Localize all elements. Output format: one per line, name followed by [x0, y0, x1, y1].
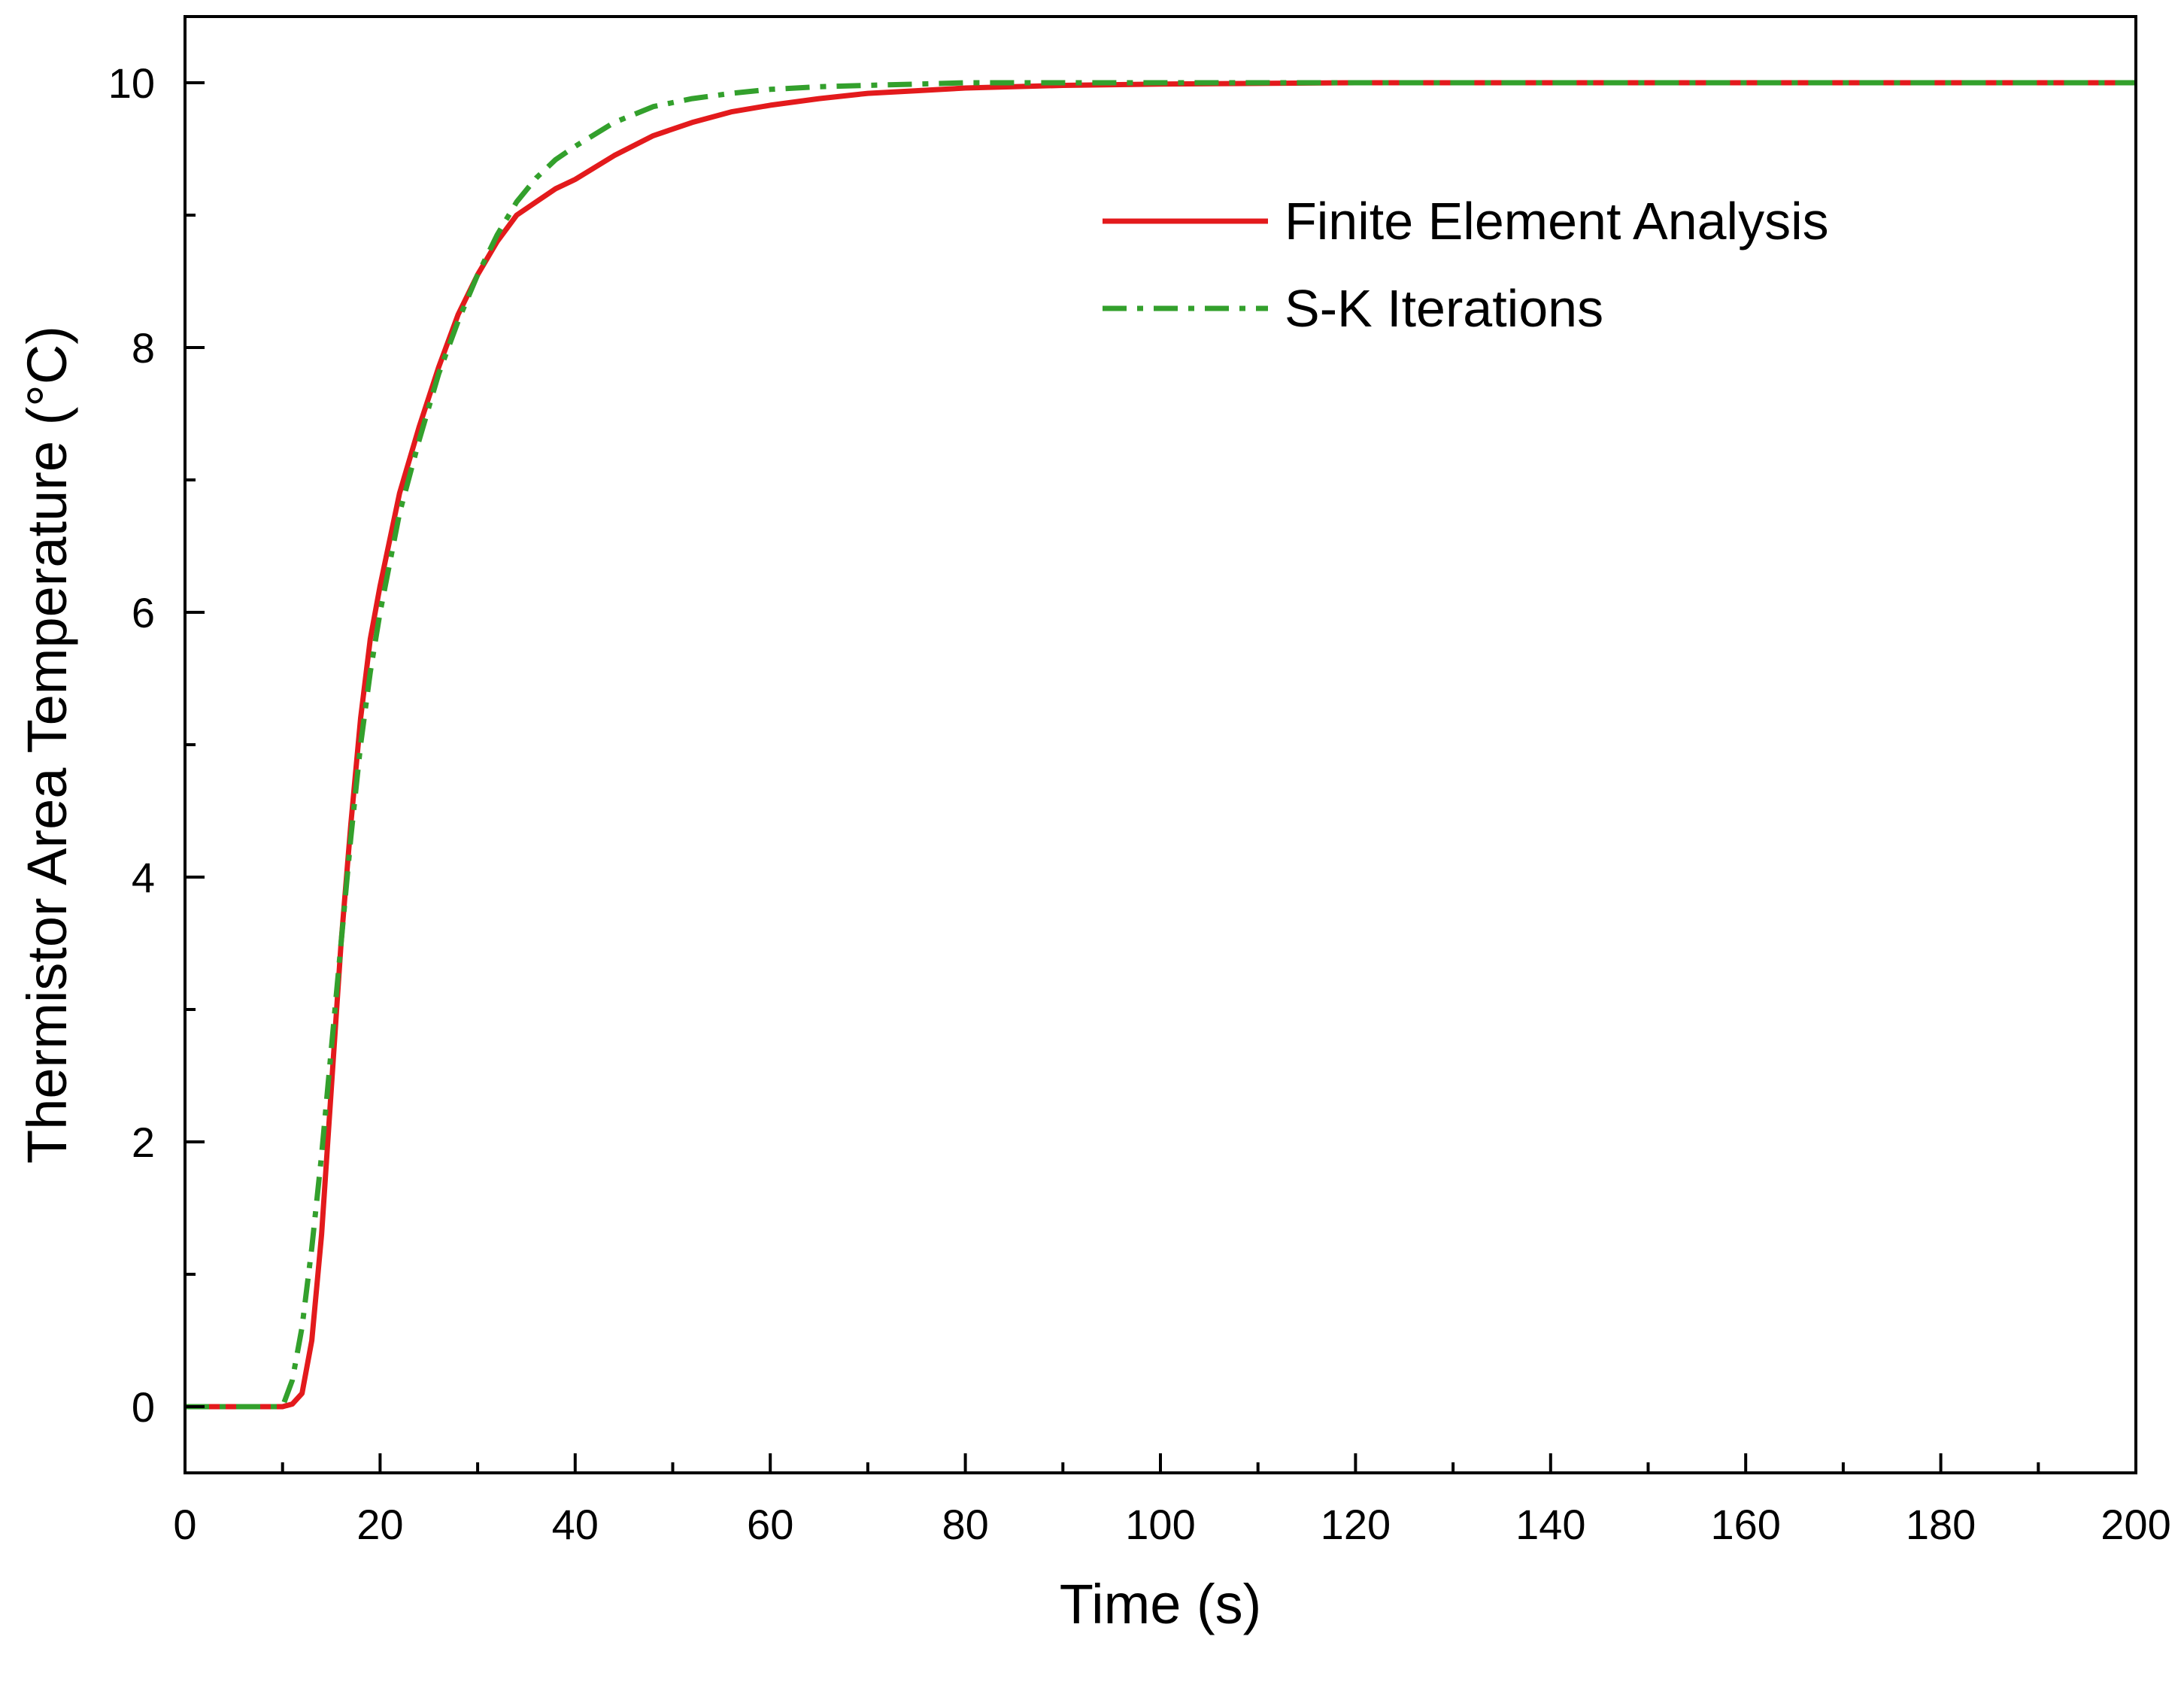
y-tick-label: 8: [132, 324, 155, 372]
y-tick-label: 2: [132, 1119, 155, 1166]
series-layer: [185, 80, 2136, 1410]
x-tick-label: 100: [1125, 1501, 1195, 1548]
x-axis-title: Time (s): [1060, 1573, 1262, 1635]
x-tick-label: 200: [2101, 1501, 2170, 1548]
x-tick-label: 40: [552, 1501, 599, 1548]
x-tick-label: 120: [1321, 1501, 1391, 1548]
x-tick-label: 140: [1515, 1501, 1585, 1548]
y-axis-title: Thermistor Area Temperature (°C): [16, 326, 78, 1164]
series-line-2: [185, 80, 2136, 1410]
y-tick-label: 0: [132, 1383, 155, 1431]
legend: Finite Element Analysis S-K Iterations: [1103, 192, 1829, 338]
x-tick-label: 180: [1906, 1501, 1976, 1548]
y-tick-label: 10: [108, 59, 155, 107]
x-tick-label: 60: [747, 1501, 793, 1548]
legend-label-2: S-K Iterations: [1285, 279, 1603, 338]
series-line-1: [185, 80, 2136, 1410]
x-tick-label: 0: [173, 1501, 196, 1548]
y-tick-label: 6: [132, 589, 155, 636]
x-axis: 0 20 40 60 80 100 120 140 160 180 200: [173, 1453, 2171, 1548]
legend-label-1: Finite Element Analysis: [1285, 192, 1829, 250]
y-tick-label: 4: [132, 854, 155, 901]
x-tick-label: 160: [1710, 1501, 1780, 1548]
x-tick-label: 20: [356, 1501, 403, 1548]
x-tick-label: 80: [942, 1501, 988, 1548]
y-axis: 0 2 4 6 8 10: [108, 59, 205, 1431]
